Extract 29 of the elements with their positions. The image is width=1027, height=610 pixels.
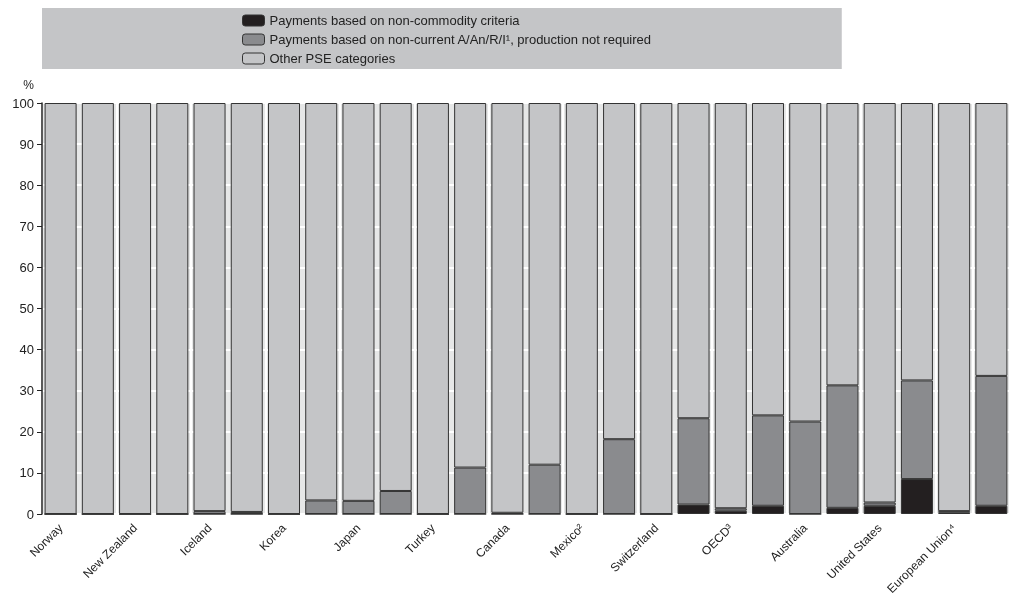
y-tick-label: 90 [19, 136, 34, 152]
y-tick-label: 60 [19, 259, 34, 275]
bar [230, 103, 263, 512]
bar [565, 103, 598, 514]
y-tick-label: 50 [19, 301, 34, 316]
bar [156, 103, 189, 514]
bar [119, 103, 152, 514]
y-tick-label: 0 [26, 506, 34, 522]
y-axis-title: % [23, 78, 35, 92]
y-tick-label: 100 [12, 95, 34, 111]
bar [714, 103, 747, 509]
bar [491, 103, 524, 513]
bar [416, 103, 449, 514]
bar [193, 103, 226, 512]
bar [640, 103, 673, 514]
legend-label: Payments based on non-commodity criteria [269, 13, 521, 28]
y-tick-label: 70 [19, 218, 34, 234]
legend-label: Other PSE categories [269, 51, 396, 66]
legend-label: Payments based on non-current A/An/R/I¹, production not required [269, 32, 652, 47]
bar [863, 505, 896, 514]
y-tick-label: 80 [19, 177, 34, 193]
y-tick-label: 10 [19, 465, 34, 481]
y-tick-label: 30 [19, 383, 34, 399]
bar [863, 103, 896, 503]
bar [81, 103, 114, 514]
bar [938, 103, 971, 512]
y-tick-label: 40 [19, 342, 34, 358]
y-tick-label: 20 [19, 424, 34, 440]
bar [267, 103, 301, 514]
